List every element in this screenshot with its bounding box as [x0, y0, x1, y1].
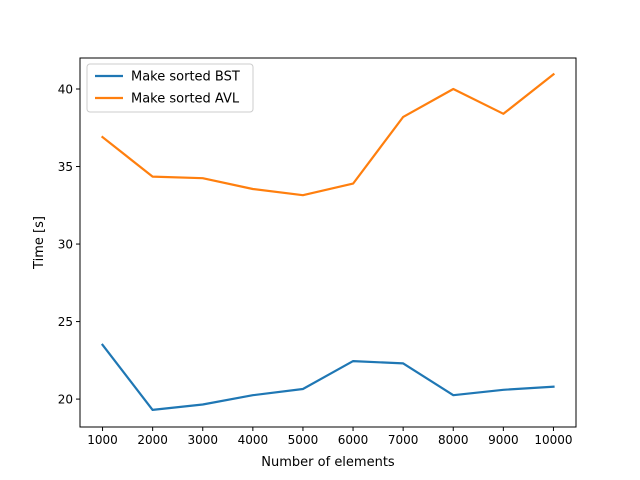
plot-frame: [79, 57, 577, 428]
y-tick-label: 25: [58, 315, 73, 329]
x-tick-label: 5000: [288, 433, 319, 447]
x-axis-label: Number of elements: [261, 455, 395, 470]
legend-label-1: Make sorted BST: [131, 70, 240, 85]
plot-lines: [100, 72, 556, 411]
x-tick-label: 1000: [87, 433, 118, 447]
legend-box: [86, 63, 254, 113]
x-tick-label: 9000: [488, 433, 519, 447]
x-tick-label: 4000: [238, 433, 269, 447]
legend-label-2: Make sorted AVL: [131, 92, 240, 107]
x-tick-label: 7000: [388, 433, 419, 447]
x-tick-label: 6000: [338, 433, 369, 447]
x-axis-ticks: 1000 2000 3000 4000 5000 6000 7000 8000 9000 1000…: [87, 427, 573, 447]
series-line-2: [100, 72, 556, 197]
y-tick-label: 20: [58, 393, 73, 407]
y-tick-label: 30: [58, 238, 73, 252]
x-tick-label: 3000: [187, 433, 218, 447]
x-tick-label: 8000: [438, 433, 469, 447]
y-tick-label: 40: [58, 83, 73, 97]
y-tick-label: 35: [58, 160, 73, 174]
x-tick-label: 10000: [534, 433, 572, 447]
y-axis-label: Time [s]: [32, 216, 47, 270]
y-axis-ticks: 20 25 30 35 40: [58, 83, 80, 407]
legend: Make sorted BST Make sorted AVL: [86, 63, 254, 113]
series-line-1: [100, 343, 555, 411]
x-tick-label: 2000: [137, 433, 168, 447]
